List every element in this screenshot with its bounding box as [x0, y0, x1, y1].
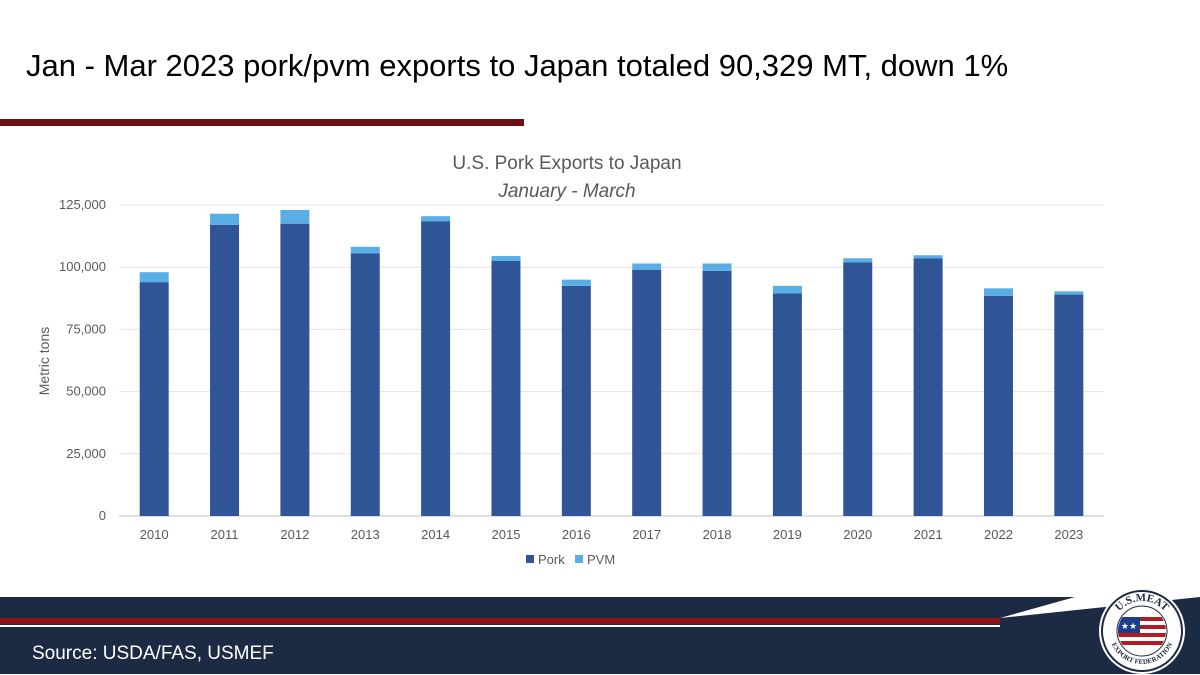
y-tick-label: 0: [99, 508, 106, 523]
bar-pvm-2014: [421, 216, 451, 222]
x-tick-label: 2016: [562, 527, 591, 542]
bar-pork-2016: [561, 285, 591, 516]
bar-pvm-2023: [1054, 291, 1084, 295]
bar-pvm-2015: [491, 256, 521, 261]
x-tick-label: 2021: [914, 527, 943, 542]
bar-pvm-2010: [139, 272, 169, 283]
bar-pork-2019: [772, 293, 802, 516]
legend-label-pvm: PVM: [587, 552, 615, 567]
bar-pork-2013: [350, 253, 380, 516]
bar-pork-2020: [843, 262, 873, 516]
x-tick-label: 2015: [492, 527, 521, 542]
y-tick-label: 50,000: [66, 384, 106, 399]
x-tick-label: 2023: [1054, 527, 1083, 542]
bar-pvm-2012: [280, 209, 310, 224]
x-tick-label: 2012: [280, 527, 309, 542]
bar-pork-2011: [210, 224, 240, 516]
y-tick-label: 125,000: [59, 197, 106, 212]
x-tick-label: 2019: [773, 527, 802, 542]
title-underline: [0, 119, 524, 126]
bar-pvm-2011: [210, 213, 240, 225]
bar-pvm-2020: [843, 258, 873, 263]
legend: Pork PVM: [526, 552, 615, 567]
bar-pvm-2016: [561, 279, 591, 286]
chart-title: U.S. Pork Exports to Japan: [452, 153, 681, 174]
footer-red-stripe: [0, 618, 1000, 624]
chart-subtitle: January - March: [497, 181, 635, 202]
bar-pvm-2019: [772, 285, 802, 294]
source-note: Source: USDA/FAS, USMEF: [32, 643, 274, 664]
x-tick-label: 2013: [351, 527, 380, 542]
slide-title: Jan - Mar 2023 pork/pvm exports to Japan…: [26, 48, 1009, 83]
bar-pork-2023: [1054, 294, 1084, 516]
legend-label-pork: Pork: [538, 552, 565, 567]
y-tick-label: 25,000: [66, 446, 106, 461]
footer-navy: [0, 597, 1200, 674]
flag-map-icon: ★★: [1118, 617, 1166, 647]
legend-swatch-pvm: [575, 555, 583, 563]
bar-chart: U.S. Pork Exports to Japan January - Mar…: [36, 153, 1104, 567]
bar-pvm-2017: [632, 263, 662, 270]
footer-white-stripe: [0, 625, 1000, 627]
bar-pvm-2018: [702, 263, 732, 271]
y-tick-label: 75,000: [66, 321, 106, 336]
x-tick-label: 2020: [843, 527, 872, 542]
bar-pork-2014: [421, 221, 451, 516]
bar-pvm-2022: [983, 288, 1013, 296]
x-tick-label: 2011: [211, 527, 239, 542]
gridlines: [119, 204, 1104, 517]
bars: [139, 209, 1084, 516]
svg-text:★★: ★★: [1121, 621, 1137, 631]
bar-pork-2010: [139, 282, 169, 516]
bar-pork-2018: [702, 270, 732, 516]
bar-pork-2021: [913, 258, 943, 516]
usmef-logo: ★★ U.S.MEAT EXPORT FEDERATION: [1099, 588, 1185, 674]
bar-pork-2017: [632, 269, 662, 516]
bar-pork-2022: [983, 295, 1013, 516]
bar-pork-2012: [280, 223, 310, 516]
y-tick-label: 100,000: [59, 259, 106, 274]
x-axis-ticks: 2010 2011 2012 2013 2014 2015 2016 2017 2018 2019…: [140, 527, 1084, 542]
legend-swatch-pork: [526, 555, 534, 563]
bar-pvm-2021: [913, 255, 943, 259]
x-tick-label: 2017: [632, 527, 661, 542]
y-axis-label: Metric tons: [36, 327, 52, 395]
x-tick-label: 2010: [140, 527, 169, 542]
bar-pvm-2013: [350, 246, 380, 254]
x-tick-label: 2018: [703, 527, 732, 542]
x-tick-label: 2022: [984, 527, 1013, 542]
y-axis-ticks: 0 25,000 50,000 75,000 100,000 125,000: [59, 197, 106, 523]
x-tick-label: 2014: [421, 527, 450, 542]
bar-pork-2015: [491, 260, 521, 516]
